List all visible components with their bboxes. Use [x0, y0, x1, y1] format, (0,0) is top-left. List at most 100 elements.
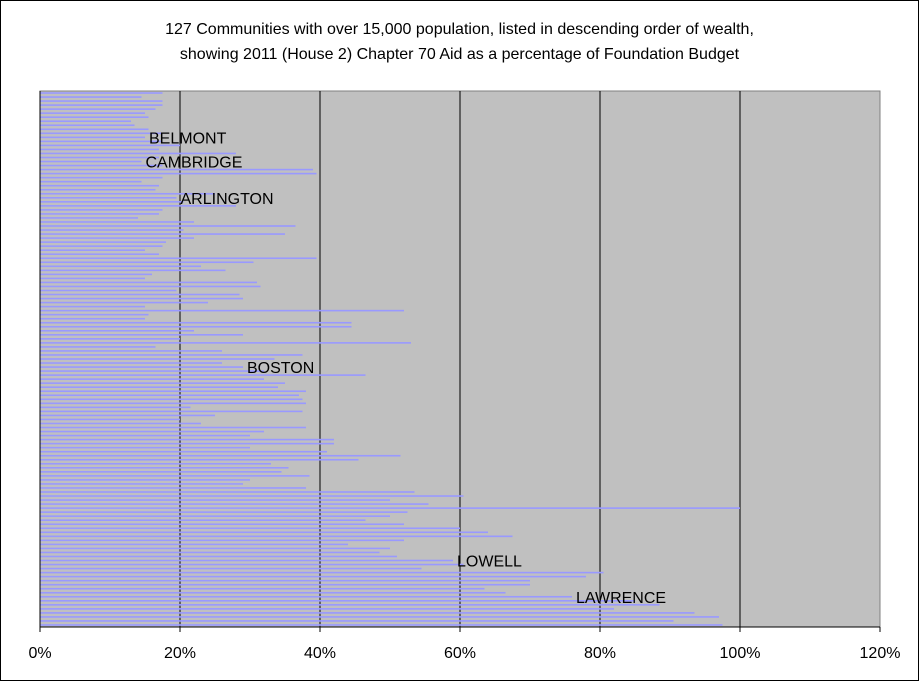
bar: [40, 301, 208, 304]
bar: [40, 547, 390, 550]
bar: [40, 334, 243, 336]
bar: [40, 120, 131, 123]
bar: [40, 382, 285, 384]
bar: [40, 249, 145, 251]
bar: [40, 555, 397, 558]
bar: [40, 467, 289, 469]
bar: [40, 398, 303, 401]
bar: [40, 289, 177, 292]
bar: [40, 116, 149, 118]
bar: [40, 160, 142, 163]
bar: [40, 293, 240, 296]
bar: [40, 531, 488, 534]
chart-title: 127 Communities with over 15,000 populat…: [165, 21, 754, 38]
x-tick-label: 120%: [860, 645, 901, 662]
bar: [40, 430, 264, 433]
bar: [40, 394, 299, 397]
bar: [40, 329, 194, 332]
bar: [40, 261, 254, 264]
x-tick-label: 60%: [444, 645, 476, 662]
bar: [40, 608, 614, 610]
bar: [40, 483, 243, 485]
bar: [40, 499, 390, 501]
bar: [40, 108, 156, 110]
bar: [40, 273, 152, 276]
x-tick-label: 0%: [28, 645, 51, 662]
x-tick-label: 20%: [164, 645, 196, 662]
bar: [40, 495, 464, 497]
bar: [40, 491, 415, 493]
bar: [40, 100, 163, 102]
bar: [40, 172, 317, 175]
bar: [40, 237, 194, 239]
bar: [40, 422, 201, 425]
bar: [40, 507, 740, 509]
bar: [40, 450, 327, 453]
bars: [40, 92, 740, 626]
bar: [40, 370, 264, 372]
bar: [40, 358, 275, 360]
bar: [40, 454, 401, 457]
bar: [40, 600, 635, 602]
x-tick-label: 100%: [720, 645, 761, 662]
annotation-label: LOWELL: [457, 554, 522, 571]
bar: [40, 616, 719, 618]
bar: [40, 213, 159, 215]
bar: [40, 446, 250, 449]
chart-subtitle: showing 2011 (House 2) Chapter 70 Aid as…: [179, 46, 740, 63]
bar: [40, 567, 422, 570]
bar: [40, 551, 380, 554]
bar: [40, 305, 145, 308]
x-tick-label: 40%: [304, 645, 336, 662]
bar: [40, 378, 264, 380]
bar: [40, 132, 163, 135]
bar: [40, 479, 250, 481]
bar: [40, 104, 163, 106]
bar: [40, 221, 194, 223]
bar: [40, 515, 390, 517]
bar: [40, 253, 159, 256]
bar: [40, 362, 222, 364]
bar: [40, 434, 250, 437]
bar: [40, 152, 236, 155]
bar: [40, 325, 352, 328]
annotation-label: ARLINGTON: [181, 191, 274, 208]
bar: [40, 575, 586, 578]
bar: [40, 539, 404, 542]
bar: [40, 209, 163, 211]
bar: [40, 257, 317, 260]
bar: [40, 245, 163, 247]
bar: [40, 350, 222, 352]
bar: [40, 124, 135, 127]
bar: [40, 583, 530, 586]
bar: [40, 487, 306, 489]
bar: [40, 579, 530, 582]
bar: [40, 511, 408, 513]
bar: [40, 144, 180, 147]
bar: [40, 527, 460, 530]
bar: [40, 503, 429, 505]
bar: [40, 229, 184, 231]
bar: [40, 281, 257, 284]
bar: [40, 136, 145, 139]
bar: [40, 354, 303, 356]
bar: [40, 317, 145, 320]
bar: [40, 309, 404, 312]
annotation-label: BELMONT: [149, 130, 227, 147]
annotation-label: CAMBRIDGE: [146, 155, 243, 172]
bar: [40, 148, 159, 151]
bar: [40, 180, 142, 183]
bar: [40, 406, 191, 409]
x-axis: [39, 91, 881, 632]
bar: [40, 201, 184, 203]
x-tick-label: 80%: [584, 645, 616, 662]
bar: [40, 571, 604, 574]
bar: [40, 277, 145, 280]
bar: [40, 438, 334, 441]
bar: [40, 205, 236, 207]
bar: [40, 426, 306, 429]
bar: [40, 176, 163, 179]
bar: [40, 462, 271, 465]
bar: [40, 595, 572, 598]
